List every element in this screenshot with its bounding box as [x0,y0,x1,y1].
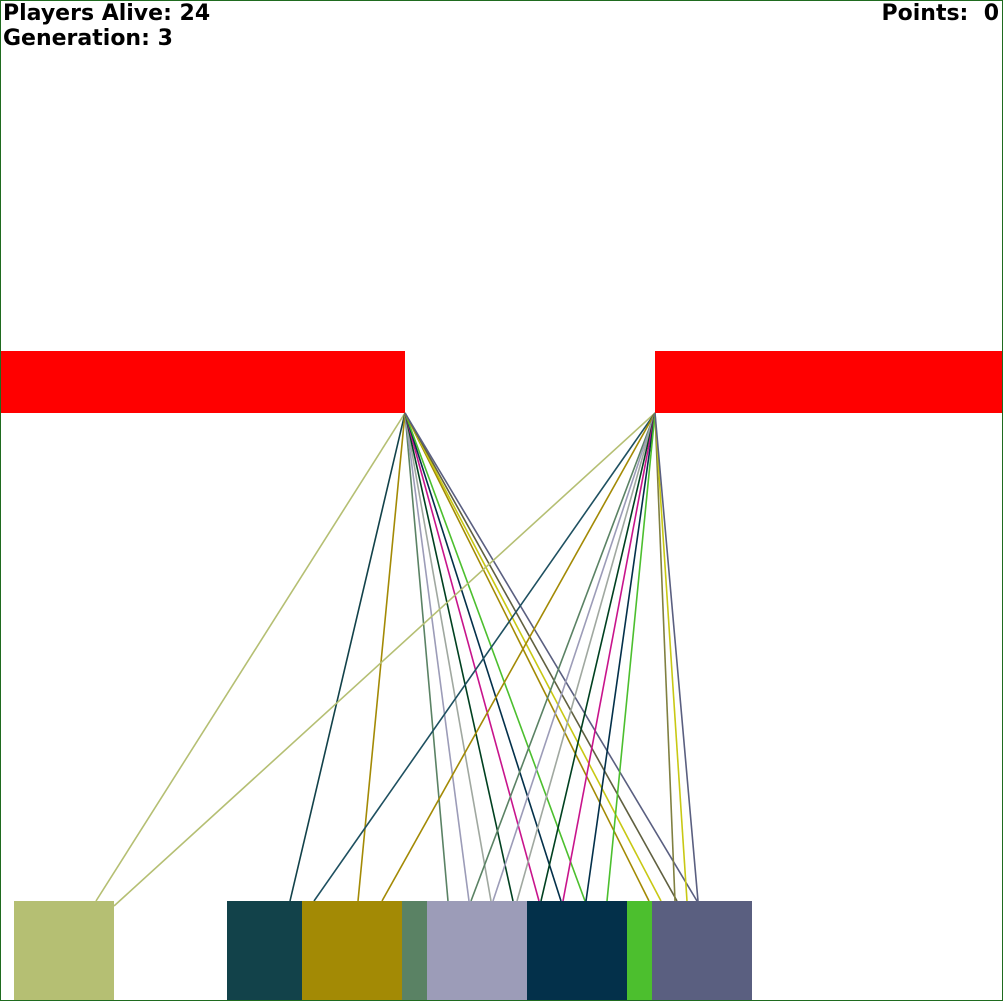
sight-line [404,412,562,902]
players-alive-value: 24 [179,1,211,26]
players [14,901,752,1000]
sight-line [404,412,514,902]
sight-line [404,412,449,902]
sight-line [357,412,406,902]
generation-value: 3 [157,26,173,51]
sight-line [540,412,656,902]
players-alive-label: Players Alive: [3,1,172,26]
player-mustard [302,901,402,1000]
sight-line [313,412,656,902]
sight-line [585,412,656,902]
sight-line [404,412,470,902]
generation-row: Generation: 3 [3,26,210,51]
sight-line [606,412,656,902]
player-sage [402,901,427,1000]
sight-line [404,412,650,902]
points-label: Points: [881,1,969,26]
player-green [627,901,652,1000]
sight-line [516,412,656,902]
hud-points: Points: 0 [882,1,1000,26]
player-slate [652,901,752,1000]
sight-line [404,412,662,902]
sight-line [95,412,406,902]
left-pipe [1,351,405,413]
points-value: 0 [983,1,999,26]
sight-line [113,412,656,907]
player-lavender [427,901,527,1000]
sight-line [404,412,492,902]
sight-lines [95,412,699,907]
players-alive-row: Players Alive: 24 [3,1,210,26]
sight-line [404,412,586,902]
player-olive-light [14,901,114,1000]
sight-line [404,412,678,902]
player-dark-teal [227,901,302,1000]
sight-line [381,412,656,902]
sight-line [654,412,676,902]
sight-line [470,412,656,902]
sight-line [654,412,699,902]
sight-line [562,412,656,902]
sight-line [654,412,688,902]
hud-stats-left: Players Alive: 24 Generation: 3 [3,1,210,51]
player-navy [527,901,627,1000]
sight-line [404,412,540,902]
sight-line [492,412,656,902]
generation-label: Generation: [3,26,150,51]
right-pipe [655,351,1002,413]
sight-line [289,412,406,902]
sight-line [404,412,698,902]
